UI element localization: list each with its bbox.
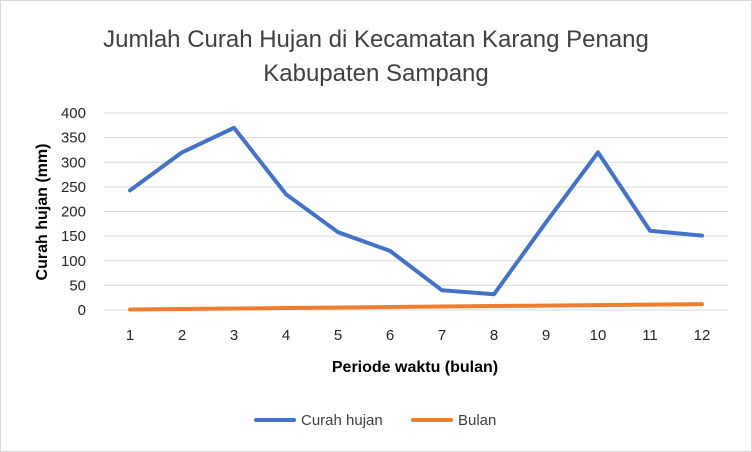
y-tick-label: 0 (78, 302, 86, 319)
x-tick-label: 10 (590, 327, 607, 344)
gridlines (104, 112, 728, 311)
y-tick-label: 150 (61, 228, 86, 245)
series-line-0 (128, 125, 704, 297)
y-axis-ticks: 0 50 100 150 200 250 300 350 400 (61, 105, 86, 319)
x-tick-label: 2 (178, 327, 186, 344)
legend: Curah hujan Bulan (254, 412, 496, 429)
x-tick-label: 4 (282, 327, 290, 344)
x-tick-label: 9 (542, 327, 550, 344)
x-tick-label: 3 (230, 327, 238, 344)
legend-label-0: Curah hujan (301, 412, 383, 429)
y-tick-label: 250 (61, 179, 86, 196)
x-tick-label: 6 (386, 327, 394, 344)
chart-title-line-2: Kabupaten Sampang (263, 60, 489, 87)
chart-title-line-1: Jumlah Curah Hujan di Kecamatan Karang P… (103, 26, 649, 53)
series-group (128, 125, 704, 312)
y-tick-label: 100 (61, 253, 86, 270)
x-tick-label: 12 (694, 327, 711, 344)
x-tick-label: 5 (334, 327, 342, 344)
y-tick-label: 350 (61, 130, 86, 147)
x-tick-label: 8 (490, 327, 498, 344)
x-tick-label: 7 (438, 327, 446, 344)
y-tick-label: 200 (61, 204, 86, 221)
x-axis-title: Periode waktu (bulan) (332, 359, 498, 376)
x-tick-label: 1 (126, 327, 134, 344)
y-tick-label: 50 (69, 277, 86, 294)
x-tick-label: 11 (642, 327, 658, 344)
series-line-1 (128, 302, 704, 312)
x-axis-ticks: 1 2 3 4 5 6 7 8 9 10 11 12 (126, 327, 711, 344)
y-tick-label: 400 (61, 105, 86, 122)
y-tick-label: 300 (61, 154, 86, 171)
legend-label-1: Bulan (458, 412, 496, 429)
y-axis-title: Curah hujan (mm) (34, 144, 51, 281)
